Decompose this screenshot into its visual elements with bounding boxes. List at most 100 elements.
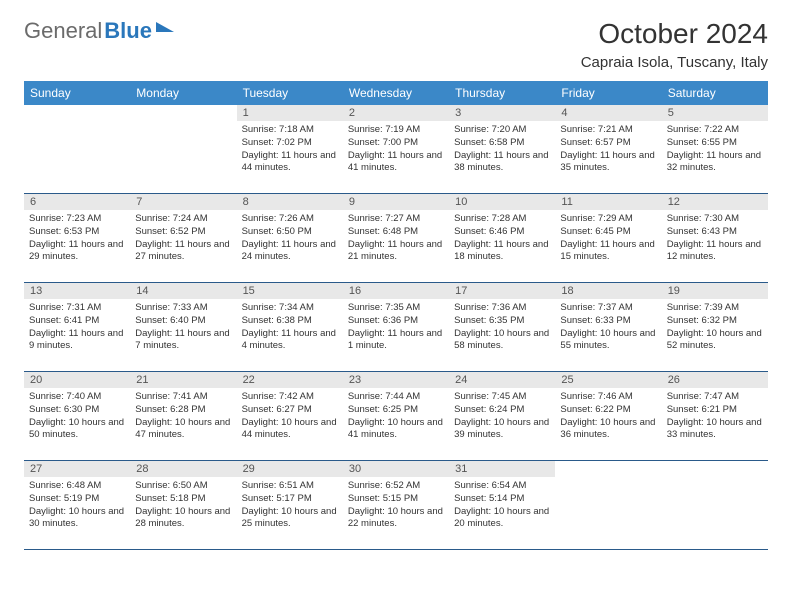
calendar-cell: 23Sunrise: 7:44 AMSunset: 6:25 PMDayligh…: [343, 372, 449, 461]
calendar-row: 20Sunrise: 7:40 AMSunset: 6:30 PMDayligh…: [24, 372, 768, 461]
sunset-line: Sunset: 6:36 PM: [348, 315, 444, 328]
calendar-row: 13Sunrise: 7:31 AMSunset: 6:41 PMDayligh…: [24, 283, 768, 372]
day-details: Sunrise: 6:48 AMSunset: 5:19 PMDaylight:…: [24, 477, 130, 534]
calendar-cell: 1Sunrise: 7:18 AMSunset: 7:02 PMDaylight…: [237, 105, 343, 194]
calendar-table: SundayMondayTuesdayWednesdayThursdayFrid…: [24, 81, 768, 550]
day-details: Sunrise: 7:36 AMSunset: 6:35 PMDaylight:…: [449, 299, 555, 356]
day-details: Sunrise: 7:47 AMSunset: 6:21 PMDaylight:…: [662, 388, 768, 445]
sunset-line: Sunset: 6:33 PM: [560, 315, 656, 328]
daylight-line: Daylight: 10 hours and 52 minutes.: [667, 328, 763, 354]
day-number: 3: [449, 105, 555, 121]
day-details: Sunrise: 7:21 AMSunset: 6:57 PMDaylight:…: [555, 121, 661, 178]
calendar-cell: 29Sunrise: 6:51 AMSunset: 5:17 PMDayligh…: [237, 461, 343, 550]
sunset-line: Sunset: 5:17 PM: [242, 493, 338, 506]
sunrise-line: Sunrise: 7:44 AM: [348, 391, 444, 404]
calendar-cell: 22Sunrise: 7:42 AMSunset: 6:27 PMDayligh…: [237, 372, 343, 461]
calendar-cell: 18Sunrise: 7:37 AMSunset: 6:33 PMDayligh…: [555, 283, 661, 372]
calendar-body: 1Sunrise: 7:18 AMSunset: 7:02 PMDaylight…: [24, 105, 768, 550]
calendar-cell: 11Sunrise: 7:29 AMSunset: 6:45 PMDayligh…: [555, 194, 661, 283]
sunset-line: Sunset: 7:00 PM: [348, 137, 444, 150]
daylight-line: Daylight: 10 hours and 33 minutes.: [667, 417, 763, 443]
day-details: Sunrise: 6:54 AMSunset: 5:14 PMDaylight:…: [449, 477, 555, 534]
calendar-cell: [555, 461, 661, 550]
daylight-line: Daylight: 10 hours and 36 minutes.: [560, 417, 656, 443]
day-number: 11: [555, 194, 661, 210]
sunrise-line: Sunrise: 7:34 AM: [242, 302, 338, 315]
calendar-cell: 17Sunrise: 7:36 AMSunset: 6:35 PMDayligh…: [449, 283, 555, 372]
daylight-line: Daylight: 11 hours and 24 minutes.: [242, 239, 338, 265]
sunrise-line: Sunrise: 7:47 AM: [667, 391, 763, 404]
sunrise-line: Sunrise: 6:54 AM: [454, 480, 550, 493]
day-number: 30: [343, 461, 449, 477]
calendar-cell: 7Sunrise: 7:24 AMSunset: 6:52 PMDaylight…: [130, 194, 236, 283]
daylight-line: Daylight: 11 hours and 41 minutes.: [348, 150, 444, 176]
sunset-line: Sunset: 6:32 PM: [667, 315, 763, 328]
calendar-cell: 10Sunrise: 7:28 AMSunset: 6:46 PMDayligh…: [449, 194, 555, 283]
calendar-cell: 5Sunrise: 7:22 AMSunset: 6:55 PMDaylight…: [662, 105, 768, 194]
daylight-line: Daylight: 11 hours and 4 minutes.: [242, 328, 338, 354]
sunset-line: Sunset: 6:58 PM: [454, 137, 550, 150]
sunset-line: Sunset: 5:19 PM: [29, 493, 125, 506]
sunrise-line: Sunrise: 7:18 AM: [242, 124, 338, 137]
daylight-line: Daylight: 10 hours and 58 minutes.: [454, 328, 550, 354]
weekday-header-row: SundayMondayTuesdayWednesdayThursdayFrid…: [24, 81, 768, 105]
sunset-line: Sunset: 6:24 PM: [454, 404, 550, 417]
calendar-cell: 4Sunrise: 7:21 AMSunset: 6:57 PMDaylight…: [555, 105, 661, 194]
calendar-cell: [662, 461, 768, 550]
sunset-line: Sunset: 6:25 PM: [348, 404, 444, 417]
day-number: 4: [555, 105, 661, 121]
day-details: Sunrise: 7:31 AMSunset: 6:41 PMDaylight:…: [24, 299, 130, 356]
day-details: Sunrise: 7:18 AMSunset: 7:02 PMDaylight:…: [237, 121, 343, 178]
day-details: Sunrise: 7:23 AMSunset: 6:53 PMDaylight:…: [24, 210, 130, 267]
sunrise-line: Sunrise: 7:21 AM: [560, 124, 656, 137]
day-number: 7: [130, 194, 236, 210]
day-number: 13: [24, 283, 130, 299]
day-number: 18: [555, 283, 661, 299]
day-number: 12: [662, 194, 768, 210]
sunrise-line: Sunrise: 7:29 AM: [560, 213, 656, 226]
sunset-line: Sunset: 6:53 PM: [29, 226, 125, 239]
sunrise-line: Sunrise: 7:39 AM: [667, 302, 763, 315]
sunset-line: Sunset: 6:21 PM: [667, 404, 763, 417]
daylight-line: Daylight: 11 hours and 18 minutes.: [454, 239, 550, 265]
daylight-line: Daylight: 10 hours and 30 minutes.: [29, 506, 125, 532]
day-details: Sunrise: 7:22 AMSunset: 6:55 PMDaylight:…: [662, 121, 768, 178]
day-number: 29: [237, 461, 343, 477]
sunset-line: Sunset: 7:02 PM: [242, 137, 338, 150]
sunset-line: Sunset: 6:41 PM: [29, 315, 125, 328]
day-number: 6: [24, 194, 130, 210]
day-number: 27: [24, 461, 130, 477]
day-number: 19: [662, 283, 768, 299]
sunrise-line: Sunrise: 7:37 AM: [560, 302, 656, 315]
calendar-cell: 15Sunrise: 7:34 AMSunset: 6:38 PMDayligh…: [237, 283, 343, 372]
day-details: Sunrise: 7:46 AMSunset: 6:22 PMDaylight:…: [555, 388, 661, 445]
day-number: 8: [237, 194, 343, 210]
calendar-cell: 6Sunrise: 7:23 AMSunset: 6:53 PMDaylight…: [24, 194, 130, 283]
location-text: Capraia Isola, Tuscany, Italy: [581, 54, 768, 71]
daylight-line: Daylight: 10 hours and 50 minutes.: [29, 417, 125, 443]
sunrise-line: Sunrise: 7:20 AM: [454, 124, 550, 137]
weekday-header: Wednesday: [343, 81, 449, 105]
day-details: Sunrise: 7:26 AMSunset: 6:50 PMDaylight:…: [237, 210, 343, 267]
calendar-cell: 20Sunrise: 7:40 AMSunset: 6:30 PMDayligh…: [24, 372, 130, 461]
day-details: Sunrise: 7:40 AMSunset: 6:30 PMDaylight:…: [24, 388, 130, 445]
calendar-cell: 16Sunrise: 7:35 AMSunset: 6:36 PMDayligh…: [343, 283, 449, 372]
day-details: Sunrise: 7:20 AMSunset: 6:58 PMDaylight:…: [449, 121, 555, 178]
calendar-cell: [130, 105, 236, 194]
day-number: 5: [662, 105, 768, 121]
calendar-page: GeneralBlue October 2024 Capraia Isola, …: [0, 0, 792, 568]
sunset-line: Sunset: 5:14 PM: [454, 493, 550, 506]
sunrise-line: Sunrise: 7:23 AM: [29, 213, 125, 226]
calendar-cell: 12Sunrise: 7:30 AMSunset: 6:43 PMDayligh…: [662, 194, 768, 283]
sunrise-line: Sunrise: 7:42 AM: [242, 391, 338, 404]
calendar-row: 1Sunrise: 7:18 AMSunset: 7:02 PMDaylight…: [24, 105, 768, 194]
sunset-line: Sunset: 6:48 PM: [348, 226, 444, 239]
day-number: 9: [343, 194, 449, 210]
day-details: Sunrise: 7:28 AMSunset: 6:46 PMDaylight:…: [449, 210, 555, 267]
calendar-cell: 31Sunrise: 6:54 AMSunset: 5:14 PMDayligh…: [449, 461, 555, 550]
calendar-cell: 30Sunrise: 6:52 AMSunset: 5:15 PMDayligh…: [343, 461, 449, 550]
calendar-cell: 3Sunrise: 7:20 AMSunset: 6:58 PMDaylight…: [449, 105, 555, 194]
day-details: Sunrise: 7:30 AMSunset: 6:43 PMDaylight:…: [662, 210, 768, 267]
day-number: 23: [343, 372, 449, 388]
daylight-line: Daylight: 11 hours and 7 minutes.: [135, 328, 231, 354]
